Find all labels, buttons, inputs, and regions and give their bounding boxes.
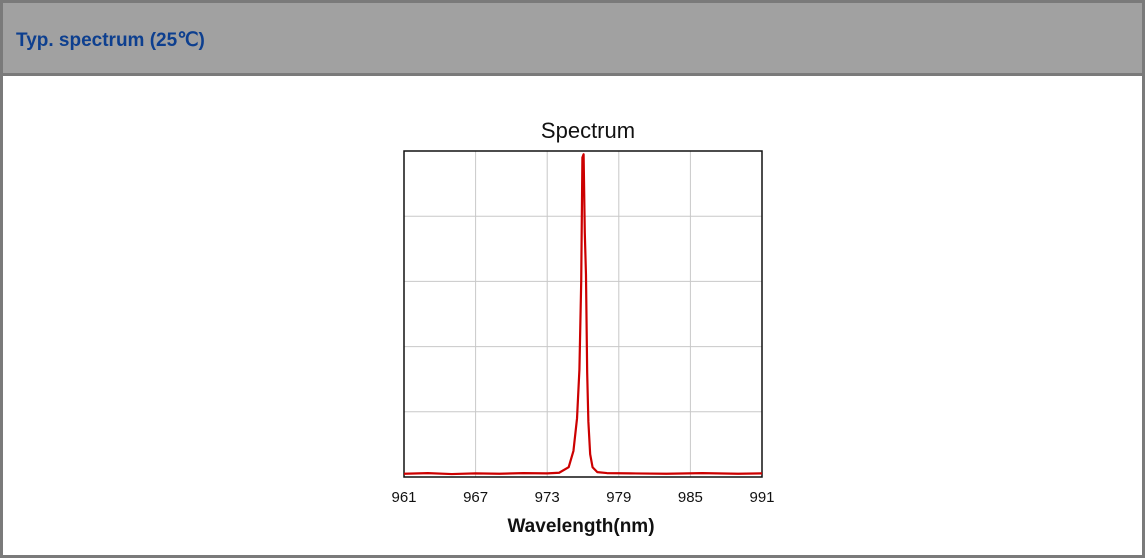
panel-title: Typ. spectrum (25℃) <box>16 30 205 51</box>
spectrum-chart: Spectrum 961 967 973 979 985 991 Wavelength(n… <box>375 97 775 542</box>
chart-title: Spectrum <box>541 118 635 143</box>
x-tick-label: 967 <box>463 489 488 506</box>
plot-frame <box>403 150 763 478</box>
x-tick-label: 985 <box>678 489 703 506</box>
grid-layer <box>404 151 762 477</box>
series-line <box>403 153 763 476</box>
chart-svg: Spectrum 961 967 973 979 985 991 Wavelength(n… <box>391 118 774 537</box>
x-axis-label: Wavelength(nm) <box>507 516 654 537</box>
x-tick-labels: 961 967 973 979 985 991 <box>391 489 774 506</box>
x-tick-label: 973 <box>535 489 560 506</box>
x-tick-label: 961 <box>391 489 416 506</box>
x-tick-label: 991 <box>749 489 774 506</box>
x-tick-label: 979 <box>606 489 631 506</box>
series-layer <box>403 153 763 476</box>
panel-header: Typ. spectrum (25℃) <box>3 3 1142 76</box>
